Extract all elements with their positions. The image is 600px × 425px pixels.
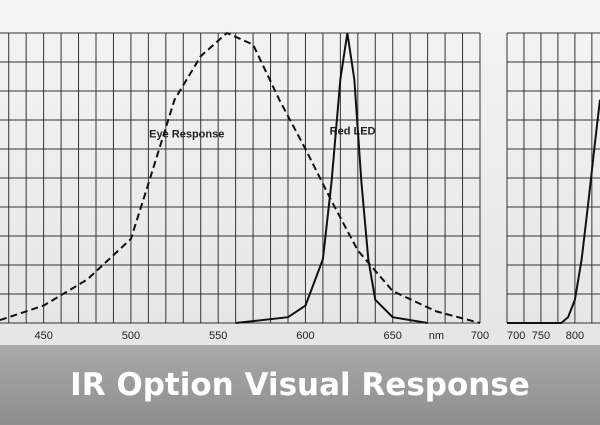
banner-title: IR Option Visual Response: [70, 367, 530, 403]
x-tick-label: 650: [384, 330, 402, 342]
charts: 450 500 550 600 650 700 nm Eye Response Red LED 7…: [0, 31, 600, 342]
series-line: [0, 31, 481, 324]
x-tick-label: 600: [296, 330, 314, 342]
annotation: Eye Response: [149, 128, 224, 140]
annotation: Red LED: [330, 126, 376, 138]
series-line: [235, 32, 428, 324]
x-tick-label: 700: [507, 330, 525, 342]
banner: IR Option Visual Response: [0, 345, 600, 425]
x-tick-label: 800: [566, 330, 584, 342]
x-tick-label: 450: [34, 330, 52, 342]
x-tick-label: 550: [209, 330, 227, 342]
x-tick-label: 700: [471, 330, 489, 342]
series-line: [507, 99, 600, 324]
x-unit: nm: [429, 330, 444, 342]
x-tick-label: 500: [122, 330, 140, 342]
x-tick-label: 750: [532, 330, 550, 342]
